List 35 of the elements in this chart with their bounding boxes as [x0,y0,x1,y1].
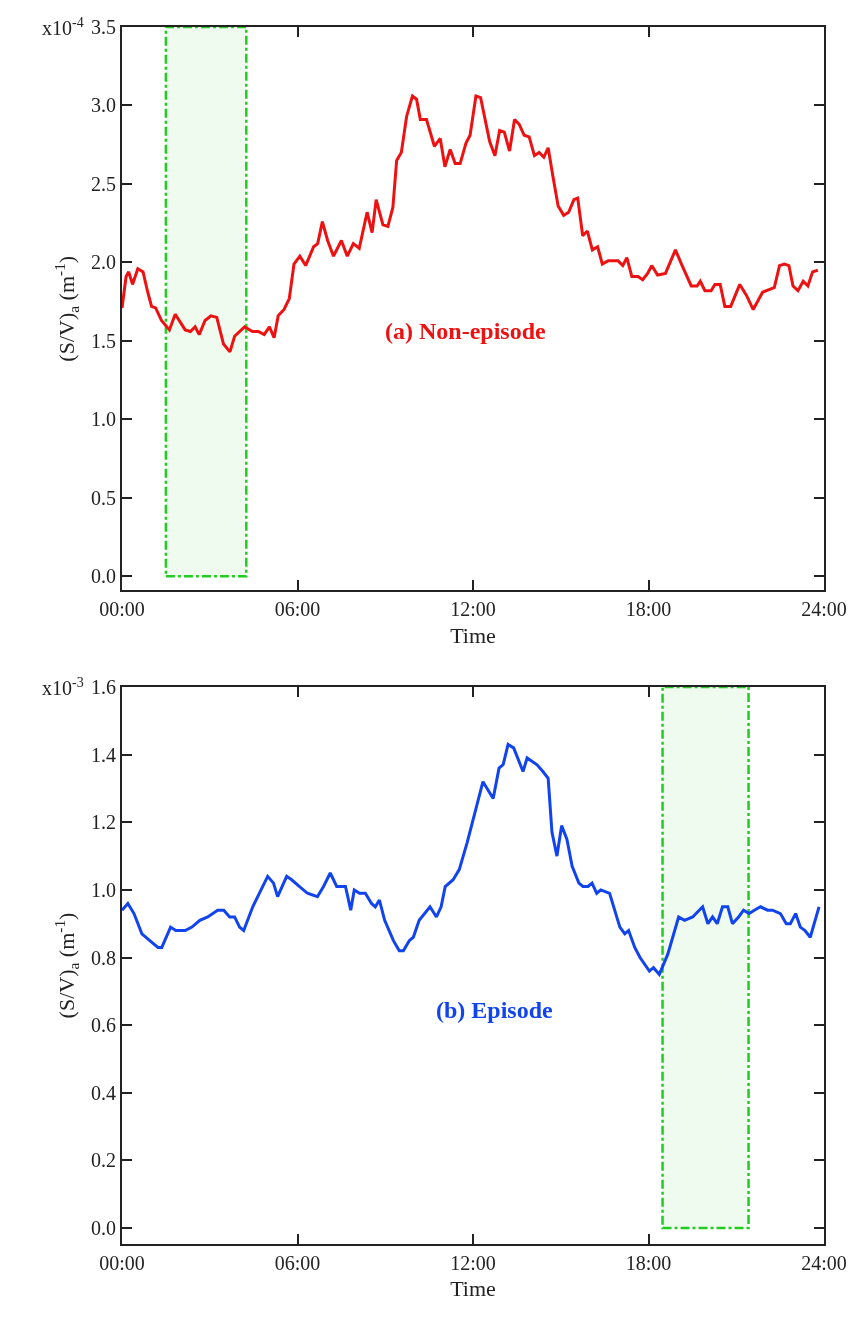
line-series [122,94,820,354]
y-tick-label: 3.0 [91,94,116,117]
y-tick-label: 0.8 [91,946,116,969]
y-tick-label: 2.5 [91,172,116,195]
y-tick-label: 0.4 [91,1081,116,1104]
y-tick-label: 0.6 [91,1014,116,1037]
x-tick-label: 24:00 [801,1252,847,1274]
x-tick-label: 18:00 [625,598,672,621]
y-tick-label: 1.4 [91,743,116,766]
annotation: (b) Episode [436,997,554,1023]
y-tick-label: 0.0 [91,1217,116,1240]
x-tick-label: 00:00 [99,1252,145,1274]
x-axis-title: Time [450,622,496,648]
x-tick-label: 12:00 [450,598,496,621]
y-tick-label: 0.2 [91,1149,116,1172]
y-tick-label: 1.2 [91,811,116,834]
x-tick-label: 18:00 [625,1252,672,1274]
y-tick-label: 2.0 [91,251,116,274]
x-tick-label: 24:00 [801,598,847,621]
y-tick-label: 1.6 [91,675,116,698]
text: x10$^{-4}$ [42,15,84,40]
x-tick-label: 06:00 [274,1252,321,1274]
x-axis-title: Time [450,1276,496,1302]
y-tick-label: 1.0 [91,408,116,431]
annotation: (a) Non-episode [385,318,547,344]
x-tick-label: 06:00 [274,598,321,621]
y-tick-label: 1.5 [91,329,116,352]
y-tick-label: 0.5 [91,486,116,509]
y-tick-label: 1.0 [91,878,116,901]
y-tick-label: 3.5 [91,16,116,38]
x-tick-label: 12:00 [450,1252,496,1274]
line-series [122,742,821,976]
y-tick-label: 0.0 [91,565,116,588]
x-tick-label: 00:00 [99,598,145,621]
text: x10$^{-3}$ [42,675,84,700]
